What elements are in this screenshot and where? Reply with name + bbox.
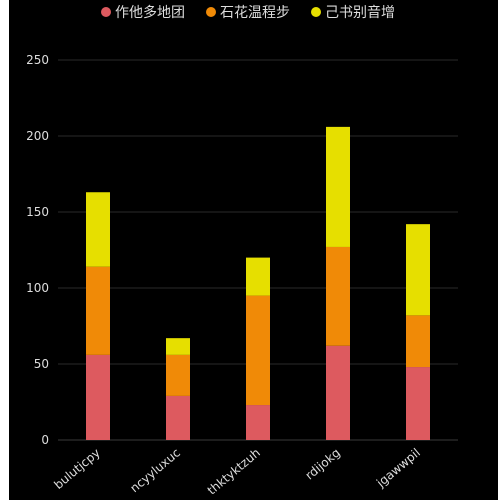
x-tick-label: jgawwpil	[373, 446, 423, 491]
stacked-bar-chart: 作他多地团 石花温程步 己书别音增 0 50 100 150 200 250 bulutjcp…	[26, 4, 458, 498]
bar-segment[interactable]	[166, 354, 190, 396]
x-tick-label: rdijokg	[303, 446, 343, 483]
bar-segment[interactable]	[86, 266, 110, 355]
legend-swatch	[206, 7, 216, 17]
legend-label[interactable]: 石花温程步	[220, 5, 290, 21]
y-tick-label: 200	[26, 129, 49, 143]
bars	[86, 126, 430, 440]
bar-segment[interactable]	[166, 338, 190, 355]
x-tick-label: thktyktzuh	[205, 446, 263, 498]
x-tick-label: bulutjcpy	[51, 446, 103, 492]
x-tick-label: ncyyluxuc	[127, 446, 182, 496]
bar-segment[interactable]	[246, 405, 270, 440]
bar-segment[interactable]	[166, 395, 190, 440]
bar-segment[interactable]	[406, 224, 430, 316]
y-tick-label: 50	[34, 357, 49, 371]
legend-swatch	[311, 7, 321, 17]
bar-segment[interactable]	[326, 345, 350, 440]
legend-label[interactable]: 作他多地团	[115, 4, 185, 21]
y-tick-label: 250	[26, 53, 49, 67]
bar-segment[interactable]	[326, 246, 350, 346]
x-axis: bulutjcpy ncyyluxuc thktyktzuh rdijokg jgaww…	[51, 446, 423, 498]
y-tick-label: 150	[26, 205, 49, 219]
bar-segment[interactable]	[246, 257, 270, 296]
legend-label[interactable]: 己书别音增	[325, 4, 395, 21]
legend[interactable]: 作他多地团 石花温程步 己书别音增	[101, 4, 395, 21]
bar-segment[interactable]	[246, 295, 270, 406]
bar-segment[interactable]	[86, 192, 110, 267]
y-tick-label: 0	[41, 433, 49, 447]
legend-swatch	[101, 7, 111, 17]
bar-segment[interactable]	[406, 367, 430, 440]
bar-segment[interactable]	[326, 126, 350, 247]
bar-segment[interactable]	[406, 315, 430, 368]
y-axis: 0 50 100 150 200 250	[26, 53, 49, 447]
y-tick-label: 100	[26, 281, 49, 295]
chart-canvas: 作他多地团 石花温程步 己书别音增 0 50 100 150 200 250 bulutjcp…	[9, 0, 498, 500]
bar-segment[interactable]	[86, 354, 110, 440]
